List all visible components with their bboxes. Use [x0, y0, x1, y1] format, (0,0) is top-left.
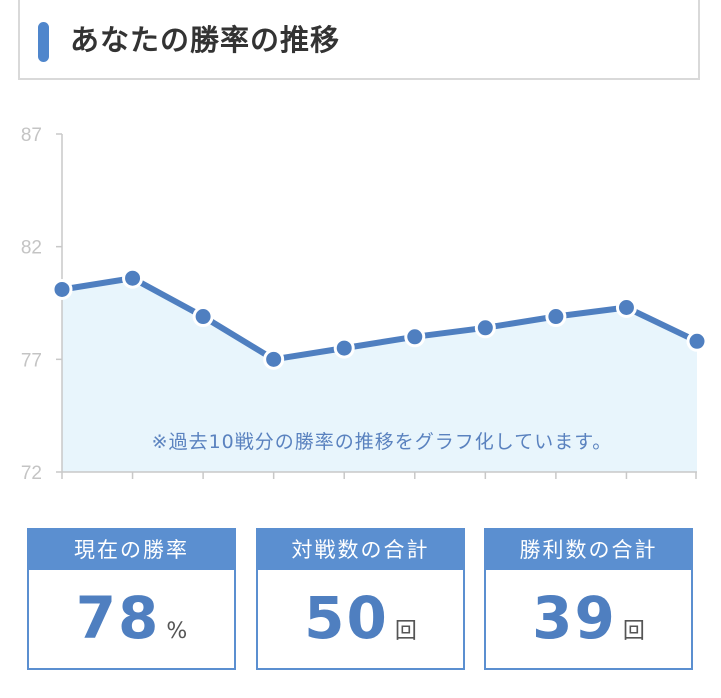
- data-point: [263, 348, 285, 370]
- stat-label: 対戦数の合計: [258, 530, 463, 570]
- chart-note: ※過去10戦分の勝率の推移をグラフ化しています。: [152, 431, 613, 453]
- data-point: [686, 330, 708, 352]
- y-tick-label: 87: [21, 125, 42, 146]
- data-point: [192, 306, 214, 328]
- data-point: [545, 306, 567, 328]
- win-rate-line: [61, 275, 699, 363]
- data-points: [51, 267, 708, 370]
- data-point: [333, 337, 355, 359]
- data-point: [474, 317, 496, 339]
- stat-label: 現在の勝率: [29, 530, 234, 570]
- y-tick-label: 82: [21, 238, 42, 259]
- y-ticks: 87 82 77 72: [21, 125, 62, 484]
- stat-unit: %: [166, 619, 188, 644]
- header-accent-bar: [38, 22, 49, 62]
- stat-unit: 回: [622, 619, 645, 644]
- stat-card-total-wins: 勝利数の合計 39 回: [484, 528, 693, 670]
- data-point: [51, 278, 73, 300]
- stat-value: 50: [304, 584, 389, 652]
- y-tick-label: 77: [21, 350, 42, 371]
- y-tick-label: 72: [21, 463, 42, 484]
- stat-value: 39: [532, 584, 617, 652]
- stat-card-total-battles: 対戦数の合計 50 回: [256, 528, 465, 670]
- page-title: あなたの勝率の推移: [70, 23, 341, 57]
- win-rate-area: [62, 278, 697, 472]
- stat-label: 勝利数の合計: [486, 530, 691, 570]
- stat-value: 78: [75, 584, 161, 652]
- section-header: あなたの勝率の推移: [18, 0, 700, 80]
- data-point: [404, 326, 426, 348]
- data-point: [615, 297, 637, 319]
- x-ticks: [61, 472, 697, 479]
- data-point: [122, 267, 144, 289]
- win-rate-chart: 87 82 77 72 ※過去10戦分の勝率の推移をグラフ化しています。: [21, 125, 708, 484]
- stat-unit: 回: [394, 619, 417, 644]
- stat-card-current-rate: 現在の勝率 78%: [27, 528, 236, 670]
